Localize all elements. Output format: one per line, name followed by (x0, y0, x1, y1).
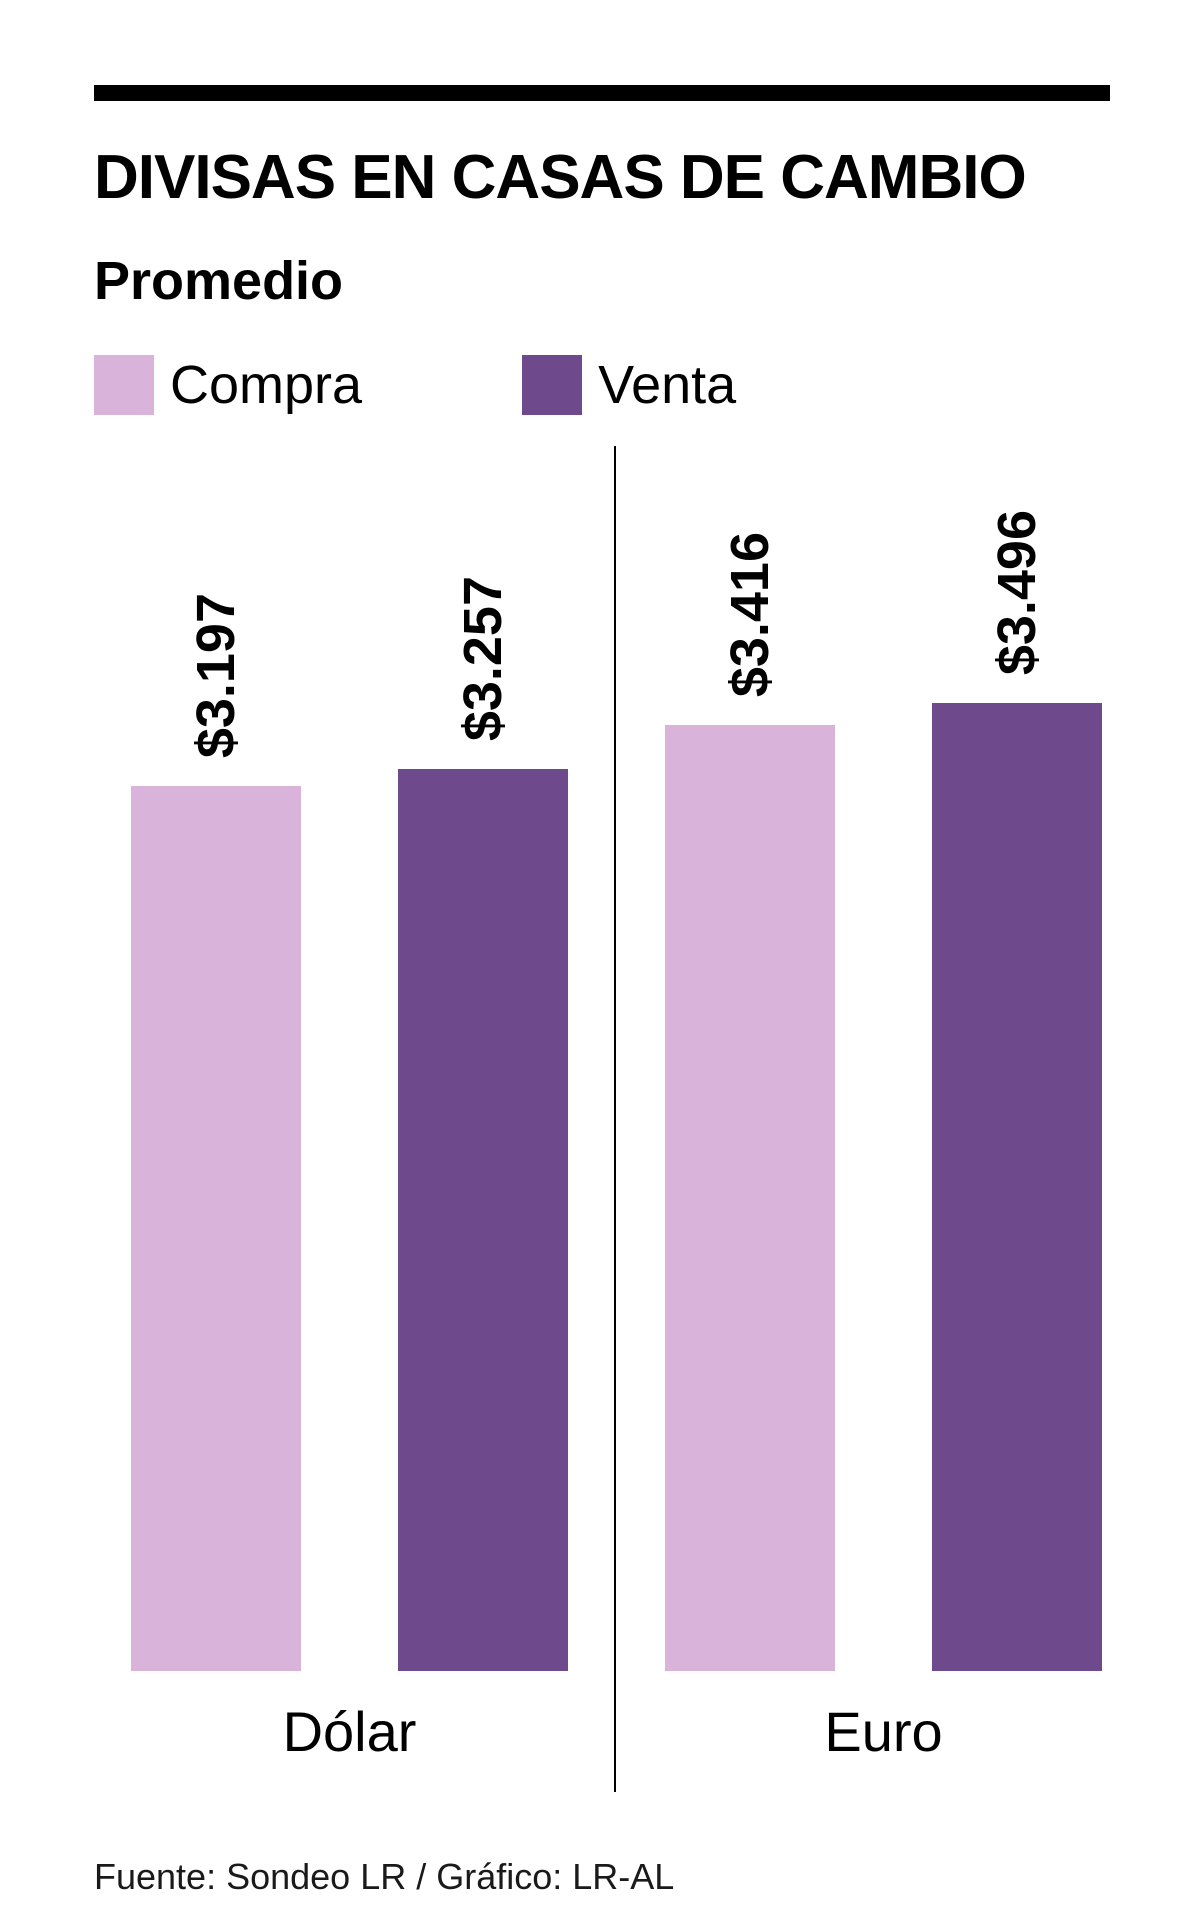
bar-value-dolar-venta: $3.257 (453, 575, 513, 742)
bar-rect-euro-venta (932, 703, 1102, 1672)
category-row-euro: Euro (665, 1671, 1102, 1792)
venta-swatch-icon (522, 355, 583, 416)
bar-col-dolar-compra: $3.197 (131, 592, 301, 1672)
bars-euro: $3.416 $3.496 (665, 446, 1102, 1672)
chart-title: DIVISAS EN CASAS DE CAMBIO (94, 143, 1027, 212)
bar-rect-dolar-venta (398, 769, 568, 1672)
bars-dolar: $3.197 $3.257 (131, 446, 568, 1672)
bar-rect-dolar-compra (131, 786, 301, 1672)
category-label-euro: Euro (824, 1700, 943, 1764)
bar-col-euro-compra: $3.416 (665, 531, 835, 1672)
top-rule (94, 85, 1110, 101)
bar-col-euro-venta: $3.496 (932, 509, 1102, 1672)
legend: Compra Venta (94, 354, 1200, 416)
legend-label-compra: Compra (170, 355, 363, 416)
bar-col-dolar-venta: $3.257 (398, 575, 568, 1672)
chart-group-dolar: $3.197 $3.257 Dólar (0, 446, 614, 1792)
bar-rect-euro-compra (665, 725, 835, 1672)
bar-chart: $3.197 $3.257 Dólar $3.416 (0, 446, 1200, 1793)
bar-value-dolar-compra: $3.197 (186, 592, 246, 759)
source-note: Fuente: Sondeo LR / Gráfico: LR-AL (94, 1856, 675, 1898)
chart-group-euro: $3.416 $3.496 Euro (614, 446, 1200, 1793)
compra-swatch-icon (94, 355, 154, 416)
category-label-dolar: Dólar (282, 1700, 417, 1764)
legend-item-compra: Compra (94, 354, 362, 416)
legend-item-venta: Venta (522, 354, 736, 416)
chart-subtitle: Promedio (94, 251, 344, 312)
bar-value-euro-venta: $3.496 (987, 509, 1047, 676)
category-row-dolar: Dólar (131, 1671, 568, 1792)
legend-label-venta: Venta (598, 355, 737, 416)
bar-value-euro-compra: $3.416 (720, 531, 780, 698)
